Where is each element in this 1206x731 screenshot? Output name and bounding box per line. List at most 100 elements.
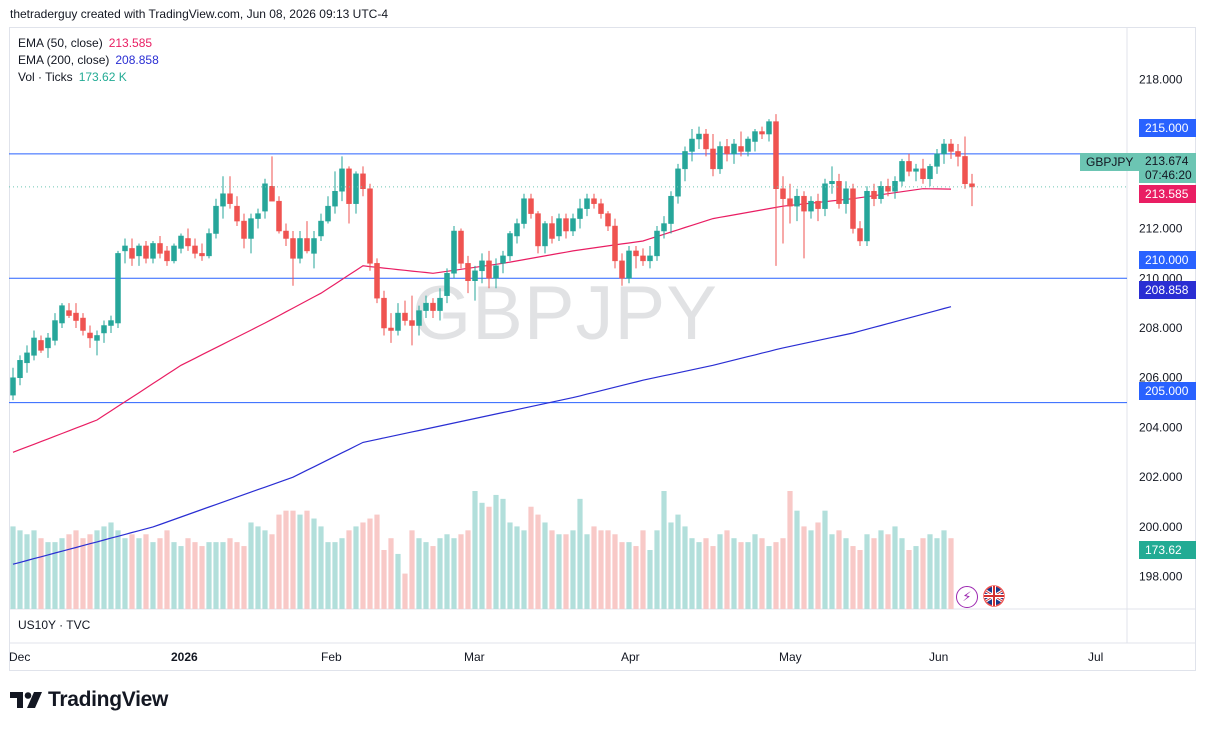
candle-body (773, 121, 779, 189)
volume-bar (444, 534, 450, 609)
candle-body (500, 255, 506, 264)
volume-bar (927, 534, 933, 609)
volume-bar (542, 522, 548, 609)
volume-bar (388, 538, 394, 609)
candle-body (675, 168, 681, 197)
candle-body (220, 193, 226, 207)
candle-body (598, 203, 604, 214)
candle-body (150, 243, 156, 259)
legend-volume[interactable]: Vol · Ticks 173.62 K (18, 69, 159, 86)
candle-body (941, 143, 947, 155)
candle-body (304, 238, 310, 252)
volume-bar (885, 534, 891, 609)
tradingview-brand[interactable]: TradingView (10, 688, 168, 712)
candle-body (388, 327, 394, 331)
volume-bar (815, 522, 821, 609)
volume-bar (367, 518, 373, 609)
candle-body (255, 213, 261, 219)
candle-body (759, 131, 765, 135)
volume-bar (38, 538, 44, 609)
volume-bar (192, 542, 198, 609)
candle-body (766, 121, 772, 135)
volume-bar (703, 538, 709, 609)
legend-ema200[interactable]: EMA (200, close) 208.858 (18, 52, 159, 69)
candle-body (381, 297, 387, 329)
y-tick-label: 206.000 (1139, 371, 1183, 385)
candle-body (325, 205, 331, 222)
volume-bar (899, 538, 905, 609)
volume-bar (80, 538, 86, 609)
volume-bar (185, 538, 191, 609)
candle-body (143, 245, 149, 259)
volume-bar (409, 530, 415, 609)
candle-body (185, 238, 191, 247)
price-chart[interactable]: 218.000216.000214.000212.000210.000208.0… (9, 27, 1196, 671)
volume-bar (633, 546, 639, 609)
candle-body (346, 168, 352, 204)
legend-ema50[interactable]: EMA (50, close) 213.585 (18, 35, 159, 52)
candle-body (276, 200, 282, 232)
candle-body (738, 146, 744, 152)
candle-body (409, 320, 415, 326)
volume-bar (920, 538, 926, 609)
volume-bar (115, 530, 121, 609)
volume-bar (416, 538, 422, 609)
tradingview-logo-icon (10, 692, 42, 708)
candle-body (451, 230, 457, 274)
y-tick-label: 204.000 (1139, 420, 1183, 434)
uk-flag-icon[interactable] (983, 585, 1005, 607)
candle-body (395, 312, 401, 331)
volume-bar (528, 506, 534, 609)
last-price-value: 213.674 (1145, 154, 1189, 168)
lightning-bolt-icon[interactable]: ⚡ (956, 586, 978, 608)
volume-bar (269, 534, 275, 609)
volume-bar (493, 494, 499, 609)
volume-bar (143, 534, 149, 609)
volume-bar (773, 542, 779, 609)
ema200-line (12, 306, 952, 565)
ema200-price-tag: 208.858 (1139, 281, 1196, 299)
candle-body (864, 190, 870, 242)
candle-body (241, 220, 247, 239)
volume-bar (10, 526, 16, 609)
candle-body (654, 230, 660, 257)
candle-body (339, 168, 345, 192)
candle-body (87, 332, 93, 339)
volume-bar (122, 538, 128, 609)
volume-bar (206, 542, 212, 609)
volume-bar (199, 546, 205, 609)
volume-bar (451, 538, 457, 609)
candle-body (717, 146, 723, 170)
candle-body (479, 260, 485, 272)
volume-bar (948, 538, 954, 609)
volume-bar (878, 530, 884, 609)
candle-body (962, 156, 968, 185)
x-tick-label: Jun (929, 650, 948, 664)
candle-body (66, 310, 72, 316)
volume-bar (178, 546, 184, 609)
volume-bar (423, 542, 429, 609)
volume-bar (87, 534, 93, 609)
candle-body (52, 320, 58, 341)
candle-body (647, 255, 653, 262)
candle-body (696, 133, 702, 140)
volume-bar (248, 522, 254, 609)
candle-body (171, 245, 177, 262)
volume-bar (472, 491, 478, 609)
candle-body (374, 263, 380, 299)
candle-body (591, 198, 597, 204)
volume-bar (535, 514, 541, 609)
volume-bar (612, 534, 618, 609)
candle-body (871, 190, 877, 199)
volume-bar (913, 546, 919, 609)
volume-bar (332, 542, 338, 609)
candle-body (94, 335, 100, 341)
volume-bar (570, 530, 576, 609)
volume-bar (598, 530, 604, 609)
volume-bar (654, 530, 660, 609)
candle-body (633, 250, 639, 257)
volume-bar (297, 514, 303, 609)
lower-pane-label[interactable]: US10Y · TVC (18, 618, 91, 632)
x-tick-label: May (779, 650, 802, 664)
volume-bar (724, 530, 730, 609)
